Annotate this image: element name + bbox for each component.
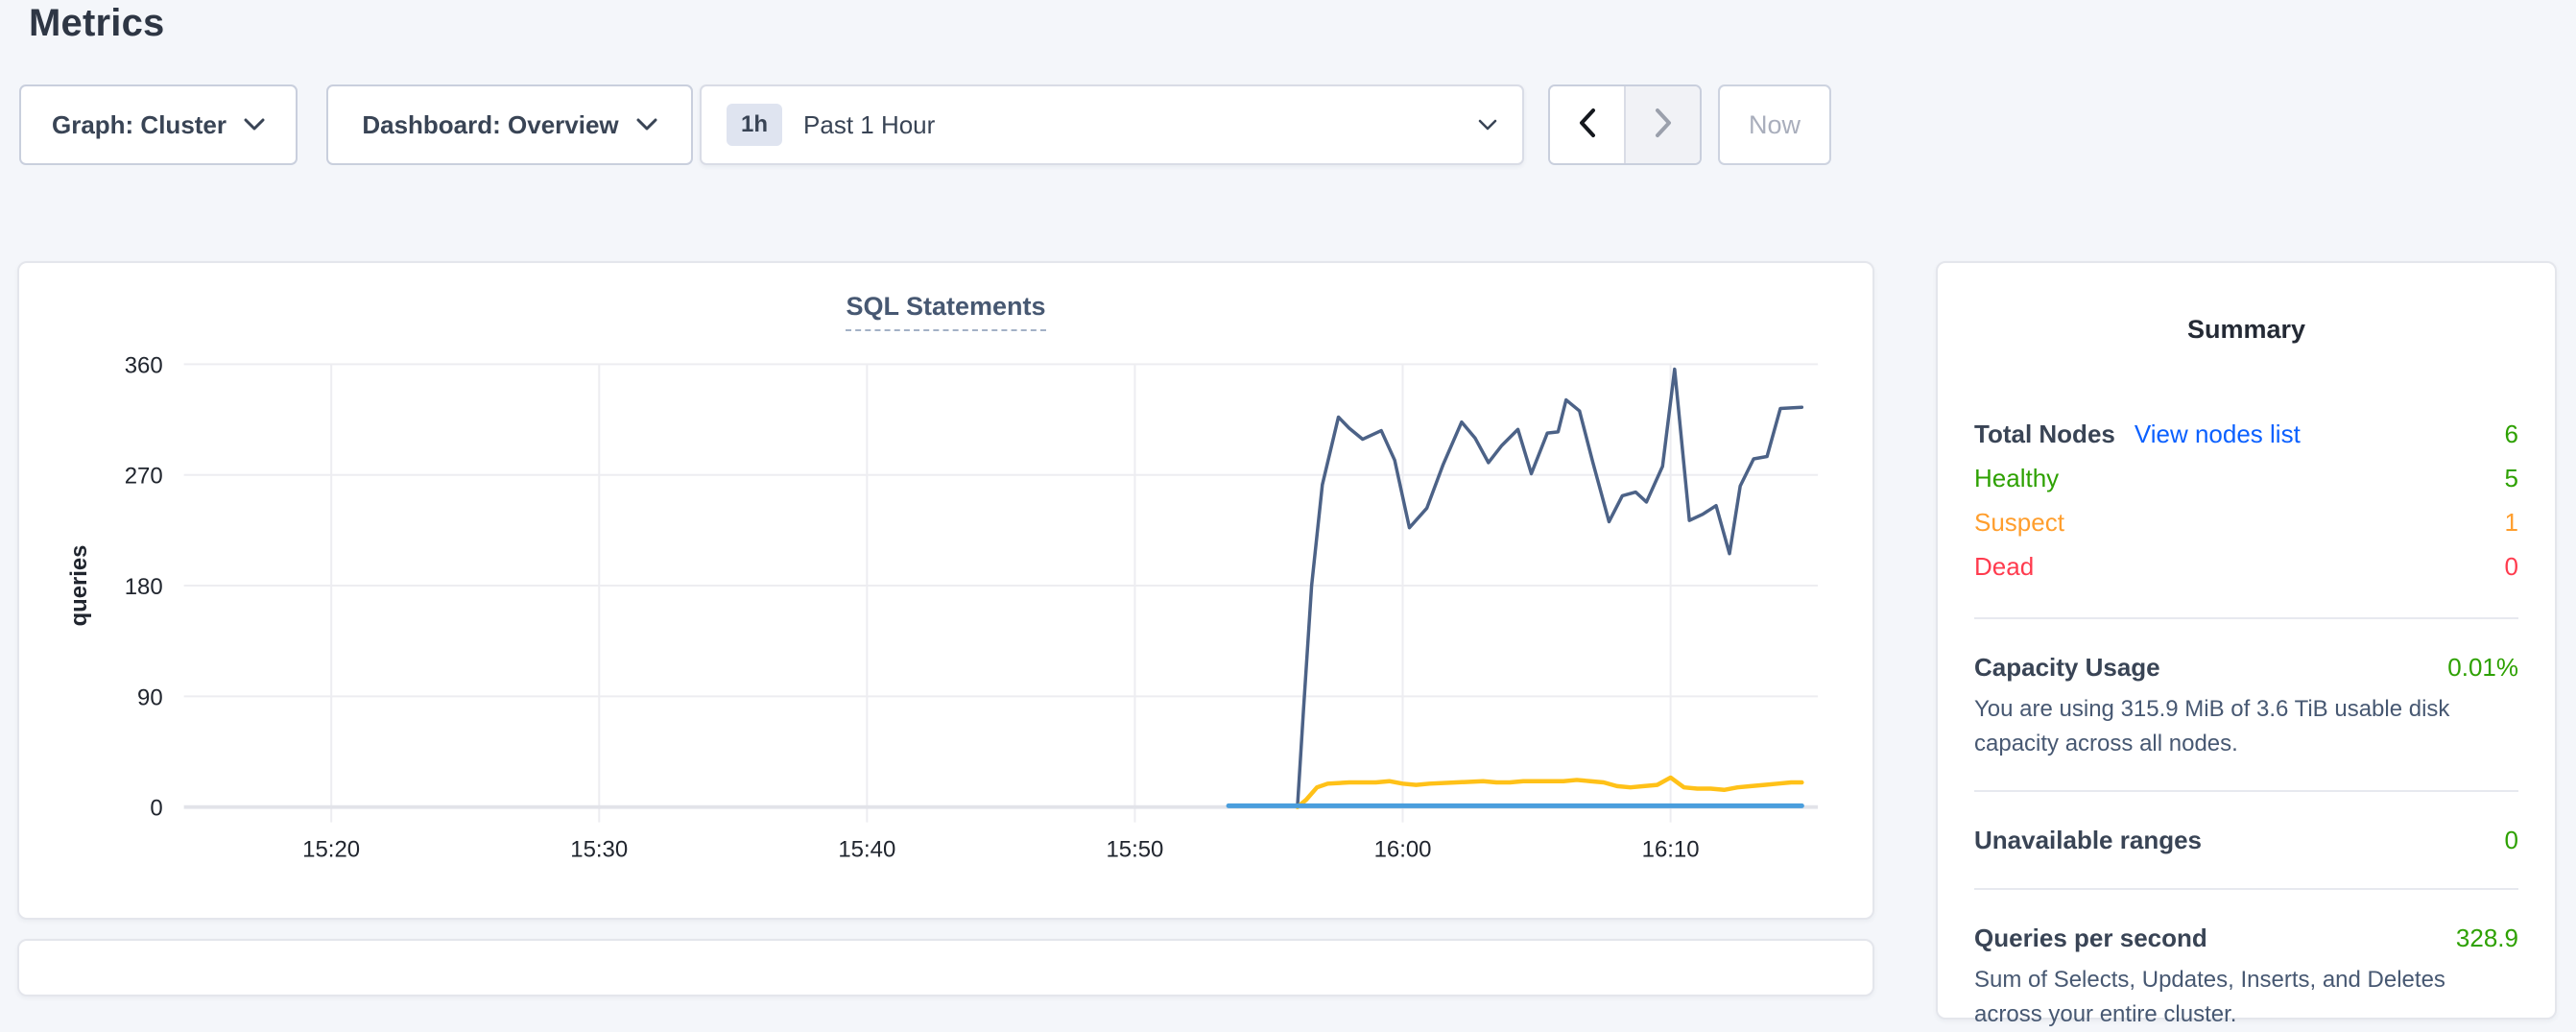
summary-panel: Summary Total Nodes View nodes list 6 He… (1936, 261, 2557, 1027)
chevron-down-icon (1478, 119, 1497, 132)
svg-text:90: 90 (137, 684, 163, 710)
now-button[interactable]: Now (1718, 84, 1831, 165)
capacity-usage-value: 0.01% (2447, 652, 2518, 682)
page-title: Metrics (29, 2, 165, 44)
svg-text:360: 360 (125, 352, 163, 378)
unavailable-ranges-row: Unavailable ranges 0 (1974, 821, 2518, 859)
now-button-label: Now (1748, 109, 1801, 139)
sql-statements-chart[interactable]: 15:20 15:30 15:40 15:50 16:00 16:10 0 90 180 270 3… (19, 263, 1872, 918)
total-nodes-label: Total Nodes (1974, 419, 2115, 448)
queries-per-second-label: Queries per second (1974, 923, 2207, 952)
divider (1974, 888, 2518, 890)
time-window-next-button[interactable] (1626, 86, 1700, 163)
svg-text:16:10: 16:10 (1642, 836, 1700, 862)
sql-statements-chart-card: SQL Statements 15:20 15:30 15:40 15:50 16:00… (17, 261, 1874, 920)
time-window-badge: 1h (727, 104, 783, 146)
next-chart-card (17, 939, 1874, 996)
capacity-usage-label: Capacity Usage (1974, 652, 2160, 682)
time-window-label: Past 1 Hour (803, 109, 936, 139)
navy-line (1296, 367, 1804, 809)
chart-title[interactable]: SQL Statements (846, 292, 1046, 331)
time-window-selector[interactable]: 1h Past 1 Hour (700, 84, 1524, 165)
unavailable-ranges-label: Unavailable ranges (1974, 825, 2202, 854)
dashboard-dropdown[interactable]: Dashboard: Overview (326, 84, 693, 165)
capacity-usage-row: Capacity Usage 0.01% (1974, 648, 2518, 686)
dead-nodes-row: Dead 0 (1974, 544, 2518, 588)
svg-text:queries: queries (66, 545, 92, 627)
queries-per-second-value: 328.9 (2455, 923, 2518, 952)
total-nodes-row: Total Nodes View nodes list 6 (1974, 412, 2518, 456)
graph-scope-dropdown-label: Graph: Cluster (51, 109, 227, 139)
queries-per-second-description: Sum of Selects, Updates, Inserts, and De… (1974, 967, 2445, 1027)
queries-per-second-row: Queries per second 328.9 (1974, 919, 2518, 957)
dead-value: 0 (2504, 551, 2518, 581)
svg-text:15:30: 15:30 (570, 836, 628, 862)
capacity-usage-description: You are using 315.9 MiB of 3.6 TiB usabl… (1974, 696, 2450, 756)
chart-title-wrap: SQL Statements (19, 292, 1872, 331)
svg-text:180: 180 (125, 574, 163, 600)
suspect-value: 1 (2504, 507, 2518, 537)
view-nodes-list-link[interactable]: View nodes list (2134, 419, 2301, 448)
graph-scope-dropdown[interactable]: Graph: Cluster (19, 84, 298, 165)
chevron-down-icon (244, 118, 265, 132)
summary-title: Summary (2186, 315, 2306, 344)
suspect-nodes-row: Suspect 1 (1974, 500, 2518, 544)
time-window-arrows (1548, 84, 1702, 165)
divider (1974, 617, 2518, 619)
divider (1974, 790, 2518, 792)
unavailable-ranges-value: 0 (2504, 825, 2518, 854)
yellow-line (1295, 775, 1804, 809)
total-nodes-value: 6 (2504, 419, 2518, 448)
chevron-right-icon (1655, 108, 1672, 143)
chevron-left-icon (1579, 108, 1596, 143)
dead-label: Dead (1974, 551, 2035, 581)
chevron-down-icon (636, 118, 657, 132)
svg-text:270: 270 (125, 464, 163, 490)
time-window-prev-button[interactable] (1550, 86, 1626, 163)
suspect-label: Suspect (1974, 507, 2064, 537)
dashboard-dropdown-label: Dashboard: Overview (362, 109, 619, 139)
svg-text:15:40: 15:40 (838, 836, 895, 862)
svg-text:15:20: 15:20 (302, 836, 360, 862)
svg-text:16:00: 16:00 (1374, 836, 1432, 862)
healthy-label: Healthy (1974, 463, 2060, 492)
toolbar: Graph: Cluster Dashboard: Overview 1h Pa… (0, 84, 2576, 165)
svg-text:15:50: 15:50 (1106, 836, 1163, 862)
healthy-value: 5 (2504, 463, 2518, 492)
svg-text:0: 0 (150, 796, 162, 822)
healthy-nodes-row: Healthy 5 (1974, 456, 2518, 500)
